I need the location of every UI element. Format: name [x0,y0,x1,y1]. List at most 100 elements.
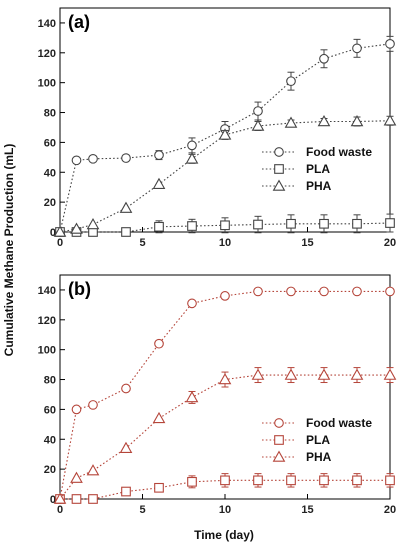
panel-label: (a) [68,12,90,32]
legend-entry: Food waste [262,145,372,159]
data-point [218,373,232,385]
legend-marker [272,179,286,191]
data-point [152,177,166,189]
data-point [220,291,230,301]
chart-panel-a: 0 20 40 60 80 100 120 140 0 5 10 15 20 (a) Food waste P… [38,7,397,249]
data-point [220,220,230,231]
legend-marker [272,450,286,462]
plot-frame [59,7,391,233]
data-point [284,116,298,128]
x-tick-label: 0 [57,504,63,516]
legend-label: PHA [306,179,332,193]
legend-entry: PHA [262,179,332,193]
data-point [121,486,131,497]
data-point [154,221,164,232]
data-point [88,400,98,410]
y-tick-label: 120 [38,48,56,60]
data-point [319,53,329,64]
data-point [70,222,83,234]
x-tick-label: 20 [384,237,396,249]
data-point [350,368,364,380]
data-point [385,38,395,49]
x-axis-label: Time (day) [194,528,254,542]
series-pha [53,114,397,237]
series-line [59,374,390,500]
data-point [352,218,362,229]
y-tick-label: 80 [44,375,56,387]
y-tick-label: 20 [44,464,56,476]
legend-label: PLA [306,162,330,176]
y-tick-label: 100 [38,78,56,90]
y-tick-label: 60 [44,404,56,416]
data-point [53,492,67,504]
legend-entry: PLA [262,433,330,447]
x-tick-label: 5 [139,504,145,516]
series-line [59,43,391,233]
panel-label: (b) [68,279,91,299]
legend-entry: Food waste [262,416,372,430]
data-point [86,218,100,230]
data-point [350,114,364,127]
data-point [253,286,263,297]
data-point [187,221,197,231]
x-tick-label: 10 [219,237,231,249]
data-point [220,475,230,486]
data-point [121,227,131,237]
data-point [352,43,362,54]
data-point [185,390,199,403]
y-tick-label: 40 [44,167,56,179]
data-point [70,471,83,483]
legend-label: PHA [306,450,332,464]
series-line [59,290,390,500]
data-point [317,114,331,127]
legend-marker [274,418,284,428]
y-tick-label: 100 [38,345,56,357]
x-tick-label: 0 [57,237,63,249]
legend-marker [274,164,284,174]
data-point [88,153,98,164]
data-point [121,383,131,394]
y-tick-label: 140 [38,18,56,30]
data-point [286,218,296,229]
data-point [71,155,82,166]
legend-marker [274,435,284,445]
y-tick-label: 0 [50,227,56,239]
x-tick-label: 5 [139,237,145,249]
data-point [352,286,362,297]
data-point [187,476,197,487]
data-point [218,128,232,140]
chart-panel-b: 0 20 40 60 80 100 120 140 0 5 10 15 20 (b) Food waste P… [38,274,397,516]
legend-label: Food waste [306,145,372,159]
data-point [185,152,199,164]
y-tick-label: 20 [44,197,56,209]
data-point [251,119,265,131]
y-axis-label: Cumulative Methane Production (mL) [2,144,16,357]
data-point [154,150,164,160]
data-point [286,76,296,87]
data-point [284,368,298,380]
data-point [187,298,197,309]
x-tick-label: 10 [219,504,231,516]
data-point [385,475,395,486]
legend-entry: PHA [262,450,332,464]
data-point [121,153,131,163]
data-point [187,140,197,151]
data-point [71,494,82,504]
data-point [154,338,164,349]
data-point [385,286,395,297]
series-line [60,222,391,233]
legend-marker [274,147,284,157]
data-point [86,464,100,476]
data-point [319,475,329,486]
data-point [385,218,395,228]
data-point [286,475,296,486]
legend-entry: PLA [262,162,330,176]
y-tick-label: 120 [38,315,56,327]
y-tick-label: 60 [44,137,56,149]
data-point [119,201,133,213]
data-point [383,368,397,380]
data-point [319,218,329,229]
series-line [60,479,390,500]
data-point [71,404,82,415]
data-point [253,106,263,116]
